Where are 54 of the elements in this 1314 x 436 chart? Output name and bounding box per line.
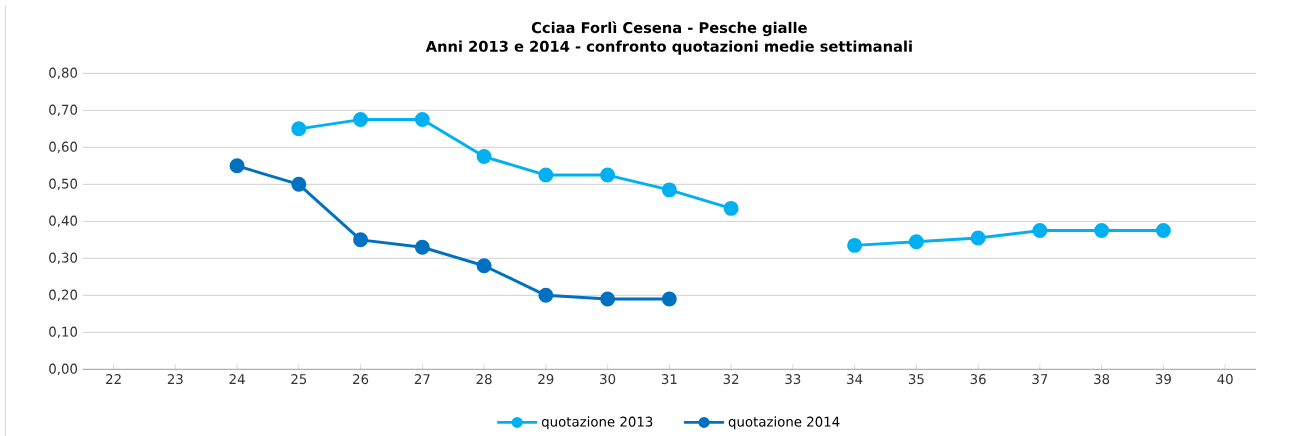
x-tick-label: 28 bbox=[476, 374, 492, 385]
x-tick-label: 25 bbox=[291, 374, 307, 385]
y-tick-label: 0,00 bbox=[49, 363, 78, 376]
x-tick-label: 26 bbox=[353, 374, 369, 385]
point bbox=[291, 121, 307, 137]
point bbox=[476, 149, 492, 165]
point bbox=[538, 167, 554, 183]
point bbox=[353, 112, 369, 128]
x-tick-label: 35 bbox=[908, 374, 924, 385]
y-tick-label: 0,40 bbox=[49, 215, 78, 228]
point bbox=[291, 176, 307, 192]
point bbox=[661, 291, 677, 307]
y-tick-label: 0,70 bbox=[49, 104, 78, 117]
y-tick-label: 0,30 bbox=[49, 252, 78, 265]
x-tick-label: 23 bbox=[167, 374, 183, 385]
x-tick-label: 40 bbox=[1217, 374, 1233, 385]
point bbox=[970, 230, 986, 246]
chart-subtitle: Anni 2013 e 2014 - confronto quotazioni medie settimanali bbox=[425, 40, 912, 55]
x-tick-label: 32 bbox=[723, 374, 739, 385]
y-tick-label: 0,50 bbox=[49, 178, 78, 191]
point bbox=[600, 167, 616, 183]
point bbox=[1032, 223, 1048, 239]
x-tick-label: 30 bbox=[600, 374, 616, 385]
x-tick-label: 39 bbox=[1155, 374, 1171, 385]
x-tick-label: 37 bbox=[1032, 374, 1048, 385]
y-tick-label: 0,80 bbox=[49, 67, 78, 80]
x-tick-label: 36 bbox=[970, 374, 986, 385]
y-tick-label: 0,60 bbox=[49, 141, 78, 154]
point bbox=[414, 112, 430, 128]
point bbox=[847, 237, 863, 253]
x-tick-label: 27 bbox=[414, 374, 430, 384]
x-tick-label: 24 bbox=[229, 374, 245, 384]
point bbox=[414, 239, 430, 255]
x-tick-label: 22 bbox=[106, 374, 121, 384]
x-tick-label: 31 bbox=[661, 374, 677, 385]
point bbox=[723, 200, 739, 216]
point bbox=[538, 287, 554, 303]
point bbox=[353, 232, 369, 248]
point bbox=[476, 258, 492, 274]
chart-title: Cciaa Forlì Cesena - Pesche gialle bbox=[531, 21, 807, 37]
x-tick-label: 38 bbox=[1094, 374, 1110, 385]
point bbox=[661, 182, 677, 198]
y-tick-label: 0,20 bbox=[49, 289, 78, 302]
point bbox=[1094, 223, 1110, 239]
point bbox=[1155, 223, 1171, 239]
y-tick-label: 0,10 bbox=[49, 326, 78, 339]
legend-label: quotazione 2013 bbox=[541, 416, 653, 430]
point bbox=[908, 234, 924, 250]
point bbox=[229, 158, 245, 174]
x-tick-label: 34 bbox=[847, 374, 863, 385]
point bbox=[600, 291, 616, 307]
x-tick-label: 29 bbox=[538, 374, 554, 385]
x-tick-label: 33 bbox=[785, 374, 801, 385]
legend-label: quotazione 2014 bbox=[728, 416, 840, 430]
